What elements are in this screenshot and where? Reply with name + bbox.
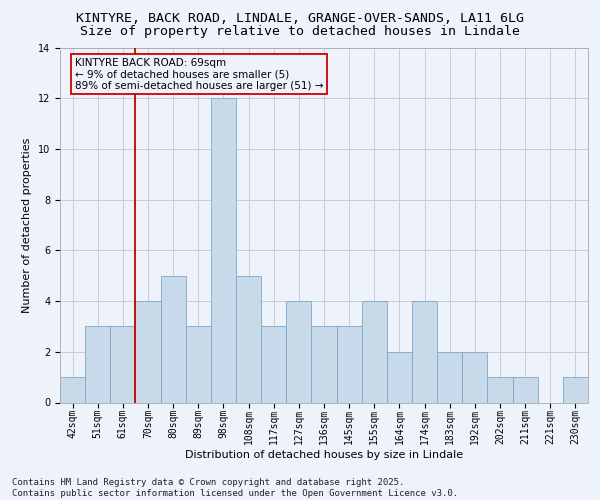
Text: Contains HM Land Registry data © Crown copyright and database right 2025.
Contai: Contains HM Land Registry data © Crown c…	[12, 478, 458, 498]
Y-axis label: Number of detached properties: Number of detached properties	[22, 138, 32, 312]
Bar	[186, 326, 211, 402]
Bar	[236, 276, 261, 402]
Bar	[136, 301, 161, 402]
Text: KINTYRE BACK ROAD: 69sqm
← 9% of detached houses are smaller (5)
89% of semi-det: KINTYRE BACK ROAD: 69sqm ← 9% of detache…	[75, 58, 323, 91]
Bar	[60, 377, 85, 402]
Bar	[110, 326, 136, 402]
Text: KINTYRE, BACK ROAD, LINDALE, GRANGE-OVER-SANDS, LA11 6LG: KINTYRE, BACK ROAD, LINDALE, GRANGE-OVER…	[76, 12, 524, 26]
Text: Size of property relative to detached houses in Lindale: Size of property relative to detached ho…	[80, 25, 520, 38]
Bar	[261, 326, 286, 402]
Bar	[512, 377, 538, 402]
Bar	[286, 301, 311, 402]
Bar	[337, 326, 362, 402]
Bar	[311, 326, 337, 402]
Bar	[462, 352, 487, 403]
Bar	[211, 98, 236, 402]
Bar	[412, 301, 437, 402]
Bar	[563, 377, 588, 402]
Bar	[85, 326, 110, 402]
Bar	[487, 377, 512, 402]
X-axis label: Distribution of detached houses by size in Lindale: Distribution of detached houses by size …	[185, 450, 463, 460]
Bar	[161, 276, 186, 402]
Bar	[387, 352, 412, 403]
Bar	[362, 301, 387, 402]
Bar	[437, 352, 462, 403]
